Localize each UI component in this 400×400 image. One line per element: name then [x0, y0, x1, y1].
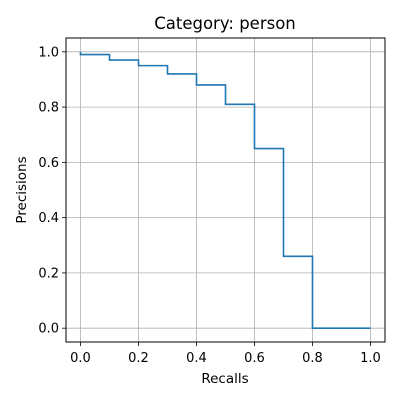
y-tick-label: 0.8	[38, 101, 59, 116]
pr-curve	[79, 51, 371, 329]
chart-title: Category: person	[154, 14, 296, 33]
x-ticks: 0.0 0.2 0.4 0.6 0.8 1.0	[70, 342, 381, 366]
x-tick-label: 1.0	[360, 351, 381, 366]
y-tick-label: 1.0	[38, 45, 59, 60]
y-tick-label: 0.0	[38, 322, 59, 337]
plot-frame	[65, 37, 386, 343]
x-tick-label: 0.8	[302, 351, 323, 366]
y-ticks: 0.0 0.2 0.4 0.6 0.8 1.0	[38, 45, 66, 337]
x-axis-label: Recalls	[201, 371, 248, 387]
x-tick-label: 0.4	[186, 351, 207, 366]
grid	[66, 38, 385, 342]
x-tick-label: 0.6	[244, 351, 265, 366]
x-tick-label: 0.0	[70, 351, 91, 366]
x-tick-label: 0.2	[128, 351, 149, 366]
y-tick-label: 0.2	[38, 266, 59, 281]
y-tick-label: 0.6	[38, 156, 59, 171]
y-tick-label: 0.4	[38, 211, 59, 226]
series-layer	[79, 51, 371, 329]
y-axis-label: Precisions	[14, 156, 30, 223]
